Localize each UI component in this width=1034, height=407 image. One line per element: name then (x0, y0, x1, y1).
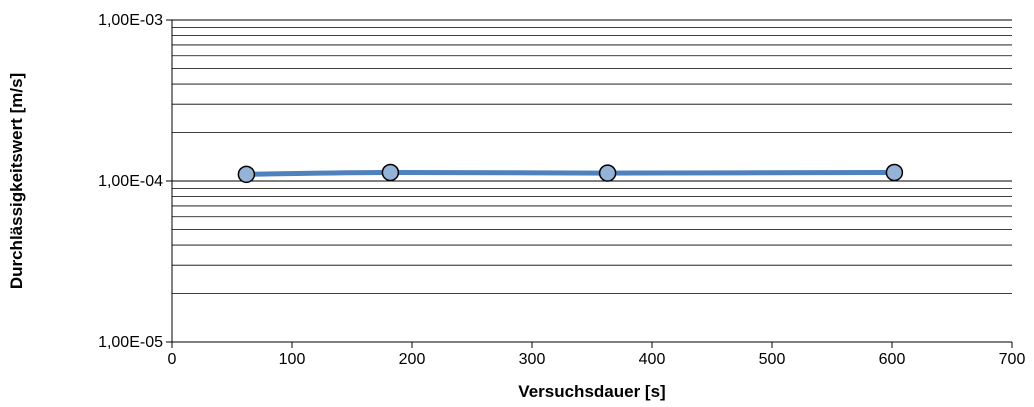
x-tick-label: 700 (999, 351, 1026, 368)
x-tick-label: 200 (399, 351, 426, 368)
y-axis-title: Durchlässigkeitswert [m/s] (7, 73, 26, 289)
data-point (237, 165, 256, 184)
y-tick-label: 1,00E-05 (98, 334, 163, 351)
data-point (598, 164, 617, 182)
y-tick-label: 1,00E-04 (98, 173, 163, 190)
x-tick-label: 0 (168, 351, 177, 368)
data-point (885, 163, 904, 182)
gridlines (172, 19, 1012, 294)
axes (166, 19, 1013, 348)
data-point (381, 163, 400, 182)
y-tick-label: 1,00E-03 (98, 12, 163, 29)
tick-labels: 1,00E-05 1,00E-04 1,00E-03 0 100 200 300 400 500… (98, 12, 1025, 368)
x-tick-label: 600 (879, 351, 906, 368)
x-tick-label: 100 (279, 351, 306, 368)
x-tick-label: 300 (519, 351, 546, 368)
x-axis-title: Versuchsdauer [s] (518, 382, 665, 401)
series-layer (237, 163, 904, 184)
series-line (243, 169, 897, 177)
x-tick-label: 500 (759, 351, 786, 368)
x-tick-label: 400 (639, 351, 666, 368)
